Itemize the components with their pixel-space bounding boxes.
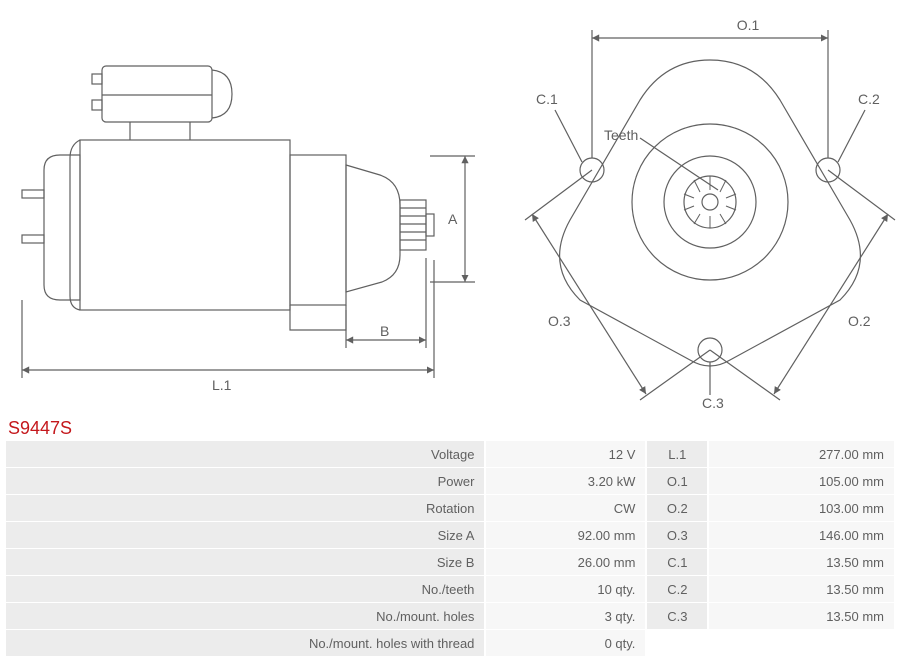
label-l1: L.1 bbox=[212, 377, 232, 393]
empty-cell bbox=[647, 630, 707, 656]
spec-label: No./teeth bbox=[6, 576, 484, 602]
spec-label: Size A bbox=[6, 522, 484, 548]
spec-label: C.1 bbox=[647, 549, 707, 575]
spec-label: L.1 bbox=[647, 441, 707, 467]
technical-diagram: A B L.1 bbox=[0, 0, 900, 415]
spec-value: 3 qty. bbox=[486, 603, 645, 629]
table-row: No./mount. holes with thread0 qty. bbox=[6, 630, 894, 656]
spec-value: 105.00 mm bbox=[709, 468, 894, 494]
label-a: A bbox=[448, 211, 458, 227]
spec-value: 26.00 mm bbox=[486, 549, 645, 575]
table-row: No./mount. holes3 qty.C.313.50 mm bbox=[6, 603, 894, 629]
spec-label: C.2 bbox=[647, 576, 707, 602]
spec-value: 13.50 mm bbox=[709, 603, 894, 629]
spec-value: 146.00 mm bbox=[709, 522, 894, 548]
spec-label: O.2 bbox=[647, 495, 707, 521]
spec-label: Rotation bbox=[6, 495, 484, 521]
spec-label: No./mount. holes bbox=[6, 603, 484, 629]
table-row: Size A92.00 mmO.3146.00 mm bbox=[6, 522, 894, 548]
table-row: Voltage12 VL.1277.00 mm bbox=[6, 441, 894, 467]
spec-value: 92.00 mm bbox=[486, 522, 645, 548]
spec-label: O.1 bbox=[647, 468, 707, 494]
part-number-title: S9447S bbox=[8, 418, 72, 439]
spec-label: C.3 bbox=[647, 603, 707, 629]
label-c3: C.3 bbox=[702, 395, 724, 411]
label-o3: O.3 bbox=[548, 313, 571, 329]
label-b: B bbox=[380, 323, 389, 339]
label-o1: O.1 bbox=[737, 17, 760, 33]
spec-label: O.3 bbox=[647, 522, 707, 548]
spec-label: No./mount. holes with thread bbox=[6, 630, 484, 656]
spec-value: 0 qty. bbox=[486, 630, 645, 656]
table-row: RotationCWO.2103.00 mm bbox=[6, 495, 894, 521]
spec-table: Voltage12 VL.1277.00 mmPower3.20 kWO.110… bbox=[4, 440, 896, 657]
empty-cell bbox=[709, 630, 894, 656]
label-o2: O.2 bbox=[848, 313, 871, 329]
spec-label: Voltage bbox=[6, 441, 484, 467]
table-row: Size B26.00 mmC.113.50 mm bbox=[6, 549, 894, 575]
label-c2: C.2 bbox=[858, 91, 880, 107]
spec-value: 3.20 kW bbox=[486, 468, 645, 494]
spec-label: Size B bbox=[6, 549, 484, 575]
spec-value: 12 V bbox=[486, 441, 645, 467]
spec-value: CW bbox=[486, 495, 645, 521]
spec-value: 13.50 mm bbox=[709, 576, 894, 602]
spec-value: 10 qty. bbox=[486, 576, 645, 602]
label-c1: C.1 bbox=[536, 91, 558, 107]
spec-value: 277.00 mm bbox=[709, 441, 894, 467]
spec-value: 103.00 mm bbox=[709, 495, 894, 521]
table-row: No./teeth10 qty.C.213.50 mm bbox=[6, 576, 894, 602]
diagram-svg: A B L.1 bbox=[0, 0, 900, 415]
label-teeth: Teeth bbox=[604, 127, 638, 143]
spec-label: Power bbox=[6, 468, 484, 494]
spec-value: 13.50 mm bbox=[709, 549, 894, 575]
table-row: Power3.20 kWO.1105.00 mm bbox=[6, 468, 894, 494]
